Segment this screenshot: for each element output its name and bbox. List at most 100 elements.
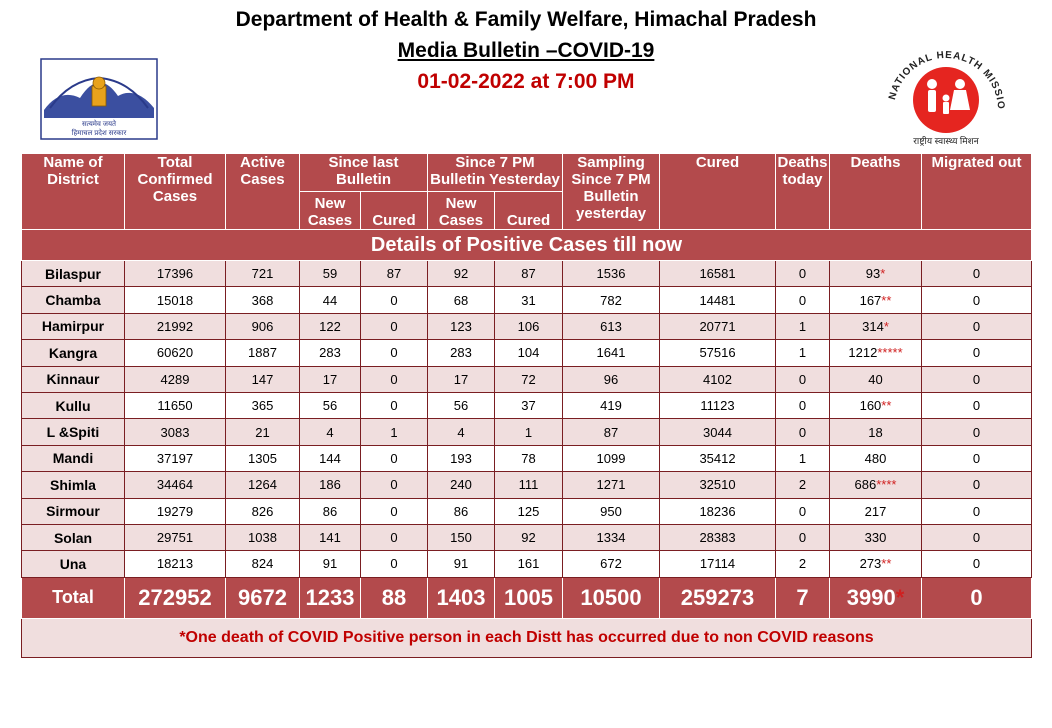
cell-deaths: 330 (829, 523, 923, 552)
deaths-value: 167 (859, 292, 882, 308)
cell-sampling: 1641 (562, 339, 661, 367)
cell-active: 906 (225, 312, 300, 341)
cell-cured: 11123 (659, 391, 777, 420)
col-s7-cured: Cured (494, 191, 564, 230)
logo-motto: सत्यमेव जयते (82, 119, 117, 128)
cell-deaths-today: 0 (775, 497, 831, 525)
table-row: L &Spiti 3083 21 4 1 4 1 87 3044 0 18 0 (21, 418, 1033, 446)
table-row: Kangra 60620 1887 283 0 283 104 1641 57516 1 1212*… (21, 339, 1033, 367)
cell-s7-cured: 92 (494, 523, 564, 552)
cell-sl-cured: 0 (359, 391, 429, 420)
cell-s7-new: 17 (427, 365, 496, 393)
table-row: Kullu 11650 365 56 0 56 37 419 11123 0 160** 0 (21, 391, 1033, 420)
total-deaths-value: 3990 (846, 584, 896, 610)
cell-sl-new: 91 (299, 550, 361, 578)
cell-deaths: 217 (829, 497, 923, 525)
district-name: L &Spiti (21, 418, 125, 446)
district-name: Shimla (21, 471, 125, 499)
cell-s7-new: 283 (427, 339, 496, 367)
cell-active: 21 (225, 418, 300, 446)
cell-sampling: 782 (562, 286, 661, 314)
col-district: Name of District (21, 153, 125, 230)
cell-s7-cured: 106 (494, 312, 564, 341)
cell-total: 29751 (124, 523, 226, 552)
cell-cured: 32510 (659, 471, 777, 499)
cell-deaths: 1212***** (829, 339, 923, 367)
cell-sampling: 1536 (562, 259, 661, 288)
cell-total: 60620 (124, 339, 226, 367)
col-sampling: Sampling Since 7 PM Bulletin yesterday (562, 153, 661, 230)
cell-migrated: 0 (921, 339, 1033, 367)
cell-s7-new: 193 (427, 444, 496, 473)
cell-sampling: 87 (562, 418, 661, 446)
cell-migrated: 0 (921, 312, 1033, 341)
total-migrated: 0 (921, 576, 1033, 619)
col-active: Active Cases (225, 153, 300, 230)
total-row: Total 272952 9672 1233 88 1403 1005 1050… (21, 576, 1033, 619)
total-sl-cured: 88 (359, 576, 429, 619)
cell-total: 37197 (124, 444, 226, 473)
cell-active: 721 (225, 259, 300, 288)
cell-sl-new: 56 (299, 391, 361, 420)
district-name: Kullu (21, 391, 125, 420)
deaths-star: ***** (877, 345, 903, 361)
cell-total: 21992 (124, 312, 226, 341)
cell-cured: 3044 (659, 418, 777, 446)
col-cured: Cured (659, 153, 777, 230)
deaths-star: **** (876, 477, 897, 493)
cell-sampling: 1099 (562, 444, 661, 473)
cell-active: 147 (225, 365, 300, 393)
logo-govt-name: हिमाचल प्रदेश सरकार (72, 128, 127, 137)
cell-migrated: 0 (921, 365, 1033, 393)
cell-deaths: 273** (829, 550, 923, 578)
cell-total: 4289 (124, 365, 226, 393)
cell-s7-new: 240 (427, 471, 496, 499)
cell-s7-cured: 72 (494, 365, 564, 393)
table-row: Shimla 34464 1264 186 0 240 111 1271 32510 2 686**… (21, 471, 1033, 499)
cell-migrated: 0 (921, 286, 1033, 314)
cell-sl-new: 141 (299, 523, 361, 552)
col-sl-cured: Cured (359, 191, 429, 230)
cell-deaths: 40 (829, 365, 923, 393)
cell-active: 365 (225, 391, 300, 420)
cell-total: 3083 (124, 418, 226, 446)
total-sampling: 10500 (562, 576, 661, 619)
deaths-value: 686 (854, 477, 877, 493)
cell-s7-cured: 1 (494, 418, 564, 446)
total-deaths-star: * (895, 584, 905, 610)
cell-deaths-today: 1 (775, 339, 831, 367)
cell-s7-new: 92 (427, 259, 496, 288)
cell-migrated: 0 (921, 471, 1033, 499)
cell-sl-cured: 0 (359, 497, 429, 525)
col-s7-new-cases: New Cases (427, 191, 496, 230)
cell-deaths-today: 0 (775, 523, 831, 552)
cell-active: 1264 (225, 471, 300, 499)
cell-deaths-today: 0 (775, 391, 831, 420)
cell-s7-new: 56 (427, 391, 496, 420)
cell-cured: 16581 (659, 259, 777, 288)
cell-sl-cured: 0 (359, 286, 429, 314)
cell-deaths: 18 (829, 418, 923, 446)
total-confirmed: 272952 (124, 576, 226, 619)
cell-deaths: 480 (829, 444, 923, 473)
cell-deaths-today: 1 (775, 444, 831, 473)
cell-sampling: 1334 (562, 523, 661, 552)
cell-total: 15018 (124, 286, 226, 314)
deaths-value: 273 (859, 556, 882, 572)
covid-cases-table: Details of Positive Cases till now Name … (20, 153, 1033, 658)
cell-deaths: 686**** (829, 471, 923, 499)
cell-total: 11650 (124, 391, 226, 420)
table-row: Kinnaur 4289 147 17 0 17 72 96 4102 0 40 0 (21, 365, 1033, 393)
cell-migrated: 0 (921, 497, 1033, 525)
cell-cured: 28383 (659, 523, 777, 552)
cell-active: 368 (225, 286, 300, 314)
cell-s7-cured: 37 (494, 391, 564, 420)
col-since-last-bulletin: Since last Bulletin (298, 153, 429, 192)
cell-sl-cured: 0 (359, 550, 429, 578)
deaths-value: 330 (864, 530, 887, 546)
cell-total: 19279 (124, 497, 226, 525)
col-sl-new-cases: New Cases (299, 191, 361, 230)
district-name: Kangra (21, 339, 125, 367)
table-row: Bilaspur 17396 721 59 87 92 87 1536 16581 0 93* 0 (21, 259, 1033, 288)
deaths-value: 160 (859, 398, 882, 414)
